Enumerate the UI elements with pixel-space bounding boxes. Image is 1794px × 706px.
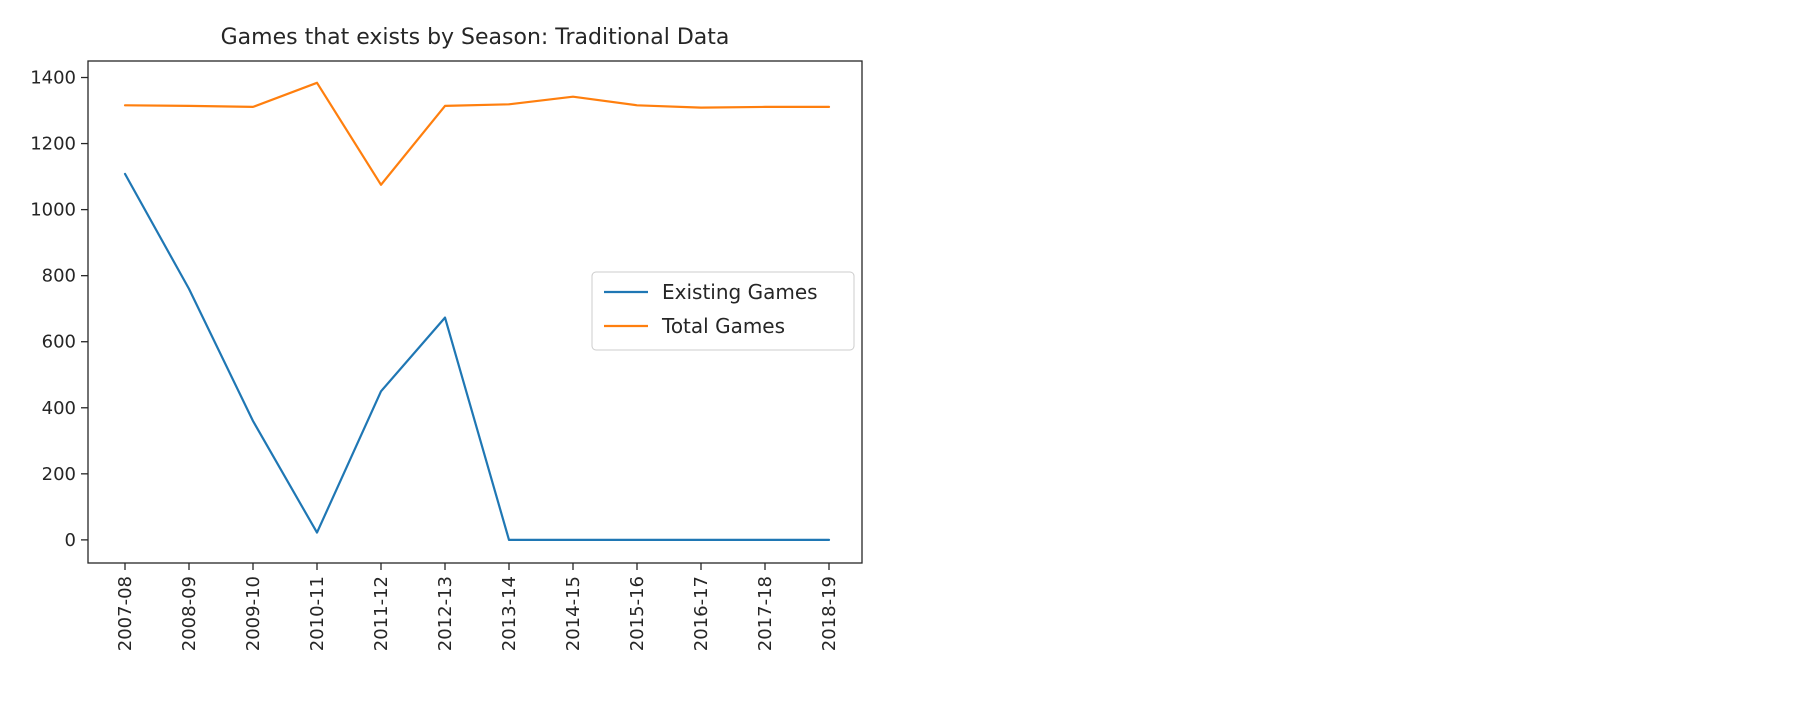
legend-box (591, 271, 855, 351)
series-group (123, 81, 831, 542)
x-tick-label: 2014-15 (563, 576, 584, 651)
x-axis: 2007-08 2008-09 2009-10 2010-11 2011-12 2012-… (115, 563, 840, 651)
plot-area-frame (87, 60, 863, 564)
y-tick-label: 1200 (30, 134, 76, 155)
legend-label: Existing Games (662, 280, 818, 304)
x-tick-label: 2012-13 (435, 576, 456, 651)
y-tick-label: 0 (65, 530, 76, 551)
y-tick-label: 1000 (30, 200, 76, 221)
y-tick-label: 1400 (30, 68, 76, 89)
y-tick-label: 400 (42, 398, 76, 419)
x-tick-label: 2008-09 (179, 576, 200, 651)
y-axis: 0 200 400 600 800 1000 1200 1400 (30, 68, 88, 551)
legend: Existing Games Total Games (591, 271, 855, 351)
series-line-total-games (123, 81, 831, 186)
x-tick-label: 2017-18 (755, 576, 776, 651)
x-tick-label: 2010-11 (307, 576, 328, 651)
chart-title: Games that exists by Season: Traditional… (221, 25, 730, 50)
x-tick-label: 2016-17 (691, 576, 712, 651)
x-tick-label: 2011-12 (371, 576, 392, 651)
y-tick-label: 200 (42, 464, 76, 485)
x-tick-label: 2009-10 (243, 576, 264, 651)
y-tick-label: 600 (42, 332, 76, 353)
x-tick-label: 2018-19 (819, 576, 840, 651)
series-line-existing-games (123, 172, 831, 542)
y-tick-label: 800 (42, 266, 76, 287)
x-tick-label: 2007-08 (115, 576, 136, 651)
legend-label: Total Games (661, 314, 785, 338)
x-tick-label: 2013-14 (499, 576, 520, 651)
x-tick-label: 2015-16 (627, 576, 648, 651)
